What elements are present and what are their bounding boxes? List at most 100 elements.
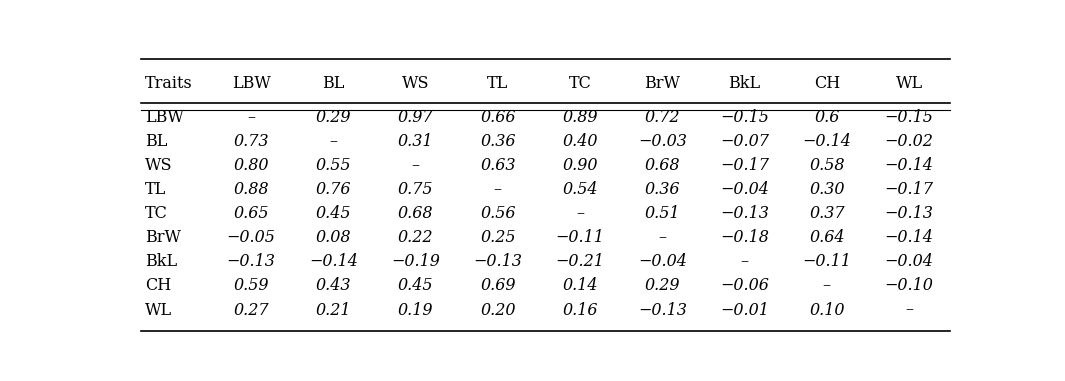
Text: 0.25: 0.25 — [480, 229, 515, 247]
Text: 0.54: 0.54 — [562, 181, 597, 198]
Text: 0.22: 0.22 — [398, 229, 433, 247]
Text: BL: BL — [322, 75, 344, 92]
Text: −0.17: −0.17 — [720, 157, 769, 174]
Text: –: – — [740, 253, 749, 271]
Text: LBW: LBW — [231, 75, 271, 92]
Text: –: – — [823, 277, 831, 295]
Text: −0.14: −0.14 — [885, 229, 934, 247]
Text: Traits: Traits — [145, 75, 193, 92]
Text: –: – — [905, 301, 913, 319]
Text: BrW: BrW — [644, 75, 681, 92]
Text: 0.68: 0.68 — [398, 205, 433, 223]
Text: −0.11: −0.11 — [802, 253, 851, 271]
Text: 0.72: 0.72 — [644, 109, 681, 126]
Text: −0.13: −0.13 — [720, 205, 769, 223]
Text: WL: WL — [896, 75, 922, 92]
Text: 0.31: 0.31 — [398, 133, 433, 150]
Text: CH: CH — [814, 75, 840, 92]
Text: TC: TC — [569, 75, 591, 92]
Text: 0.40: 0.40 — [562, 133, 597, 150]
Text: BrW: BrW — [145, 229, 181, 247]
Text: TC: TC — [145, 205, 167, 223]
Text: 0.45: 0.45 — [398, 277, 433, 295]
Text: 0.6: 0.6 — [814, 109, 839, 126]
Text: –: – — [576, 205, 584, 223]
Text: 0.56: 0.56 — [480, 205, 515, 223]
Text: −0.13: −0.13 — [638, 301, 687, 319]
Text: 0.65: 0.65 — [233, 205, 268, 223]
Text: −0.02: −0.02 — [885, 133, 934, 150]
Text: –: – — [658, 229, 667, 247]
Text: −0.21: −0.21 — [556, 253, 605, 271]
Text: TL: TL — [487, 75, 508, 92]
Text: 0.10: 0.10 — [809, 301, 845, 319]
Text: BL: BL — [145, 133, 167, 150]
Text: –: – — [329, 133, 338, 150]
Text: −0.03: −0.03 — [638, 133, 687, 150]
Text: WS: WS — [145, 157, 173, 174]
Text: 0.43: 0.43 — [315, 277, 351, 295]
Text: 0.97: 0.97 — [398, 109, 433, 126]
Text: WS: WS — [402, 75, 429, 92]
Text: 0.73: 0.73 — [233, 133, 268, 150]
Text: LBW: LBW — [145, 109, 183, 126]
Text: −0.15: −0.15 — [720, 109, 769, 126]
Text: 0.90: 0.90 — [562, 157, 597, 174]
Text: 0.36: 0.36 — [480, 133, 515, 150]
Text: −0.14: −0.14 — [309, 253, 358, 271]
Text: 0.37: 0.37 — [809, 205, 845, 223]
Text: BkL: BkL — [145, 253, 177, 271]
Text: 0.80: 0.80 — [233, 157, 268, 174]
Text: –: – — [494, 181, 502, 198]
Text: 0.51: 0.51 — [644, 205, 681, 223]
Text: 0.08: 0.08 — [315, 229, 351, 247]
Text: 0.55: 0.55 — [315, 157, 351, 174]
Text: −0.15: −0.15 — [885, 109, 934, 126]
Text: 0.58: 0.58 — [809, 157, 845, 174]
Text: 0.27: 0.27 — [233, 301, 268, 319]
Text: −0.07: −0.07 — [720, 133, 769, 150]
Text: 0.36: 0.36 — [644, 181, 681, 198]
Text: 0.14: 0.14 — [562, 277, 597, 295]
Text: 0.89: 0.89 — [562, 109, 597, 126]
Text: −0.13: −0.13 — [885, 205, 934, 223]
Text: 0.29: 0.29 — [315, 109, 351, 126]
Text: −0.11: −0.11 — [556, 229, 605, 247]
Text: 0.63: 0.63 — [480, 157, 515, 174]
Text: 0.66: 0.66 — [480, 109, 515, 126]
Text: 0.75: 0.75 — [398, 181, 433, 198]
Text: WL: WL — [145, 301, 171, 319]
Text: 0.20: 0.20 — [480, 301, 515, 319]
Text: 0.19: 0.19 — [398, 301, 433, 319]
Text: −0.19: −0.19 — [391, 253, 440, 271]
Text: 0.29: 0.29 — [644, 277, 681, 295]
Text: −0.04: −0.04 — [885, 253, 934, 271]
Text: −0.14: −0.14 — [885, 157, 934, 174]
Text: 0.45: 0.45 — [315, 205, 351, 223]
Text: 0.69: 0.69 — [480, 277, 515, 295]
Text: 0.88: 0.88 — [233, 181, 268, 198]
Text: −0.04: −0.04 — [638, 253, 687, 271]
Text: 0.16: 0.16 — [562, 301, 597, 319]
Text: 0.76: 0.76 — [315, 181, 351, 198]
Text: 0.64: 0.64 — [809, 229, 845, 247]
Text: −0.18: −0.18 — [720, 229, 769, 247]
Text: −0.14: −0.14 — [802, 133, 851, 150]
Text: CH: CH — [145, 277, 170, 295]
Text: –: – — [247, 109, 255, 126]
Text: 0.30: 0.30 — [809, 181, 845, 198]
Text: TL: TL — [145, 181, 166, 198]
Text: −0.04: −0.04 — [720, 181, 769, 198]
Text: −0.10: −0.10 — [885, 277, 934, 295]
Text: −0.17: −0.17 — [885, 181, 934, 198]
Text: BkL: BkL — [728, 75, 760, 92]
Text: 0.68: 0.68 — [644, 157, 681, 174]
Text: −0.13: −0.13 — [227, 253, 276, 271]
Text: 0.59: 0.59 — [233, 277, 268, 295]
Text: −0.06: −0.06 — [720, 277, 769, 295]
Text: –: – — [411, 157, 420, 174]
Text: −0.05: −0.05 — [227, 229, 276, 247]
Text: −0.13: −0.13 — [473, 253, 522, 271]
Text: 0.21: 0.21 — [315, 301, 351, 319]
Text: −0.01: −0.01 — [720, 301, 769, 319]
